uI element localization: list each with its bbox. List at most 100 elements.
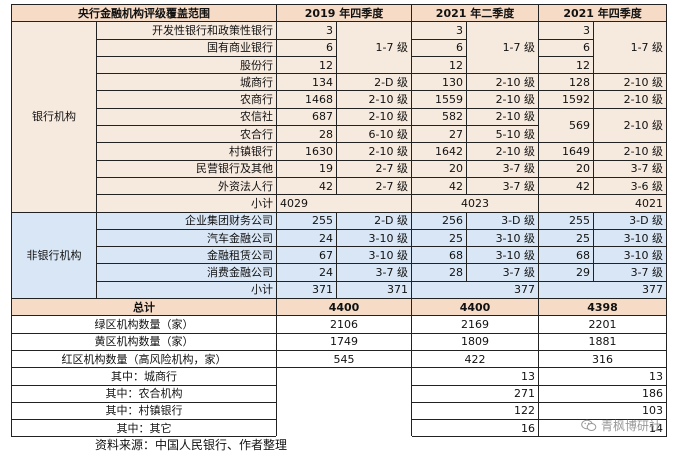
table-row: 外资法人行 42 2-7 级 42 3-7 级 42 3-6 级 [12,176,668,196]
row-label: 外资法人行 [96,176,277,196]
cell-grade: 3-7 级 [466,176,540,196]
nonbank-group-label: 非银行机构 [11,211,97,300]
cell-value: 3 [538,21,595,40]
breakdown-label: 其中：其它 [11,419,277,438]
zone-row: 绿区机构数量（家） 2106 2169 2201 [11,315,668,334]
breakdown-row: 其中：城商行 13 13 [11,367,668,438]
breakdown-label: 其中：城商行 [11,367,277,386]
cell-grade: 3-10 级 [593,246,668,265]
cell-value: 42 [276,176,337,196]
cell-grade: 2-10 级 [593,90,668,109]
cell-value: 134 [276,73,337,92]
cell-value: 27 [411,125,468,144]
cell-value: 255 [276,211,337,230]
row-label: 开发性银行和政策性银行 [96,21,277,40]
period-header: 2019 年四季度 [275,3,413,23]
cell-grade: 2-10 级 [593,107,668,144]
scope-title: 央行金融机构评级覆盖范围 [11,3,277,23]
cell-value: 20 [538,159,595,178]
total-value: 4400 [411,298,540,317]
total-row: 总计 4400 4400 4398 [11,298,668,317]
cell-value: 6 [538,38,595,57]
zone-value: 1809 [411,332,540,351]
breakdown-label: 其中：农合机构 [11,384,277,403]
subtotal-label: 小计 [96,280,277,300]
row-label: 汽车金融公司 [96,228,277,248]
empty-cell [275,367,413,438]
cell-value: 3 [276,21,337,40]
cell-grade: 3-D 级 [593,211,668,230]
table-row: 城商行 134 2-D 级 130 2-10 级 128 2-10 级 [12,73,668,92]
cell-grade: 2-10 级 [466,107,540,127]
subtotal-value: 371 [335,280,413,300]
table-row: 农商行 1468 2-10 级 1559 2-10 级 1592 2-10 级 [12,90,668,109]
row-label: 村镇银行 [96,142,277,161]
cell-grade: 2-7 级 [335,176,413,196]
zone-value: 2201 [538,315,668,334]
cell-grade: 2-D 级 [335,73,413,92]
subtotal-row: 小计 371 371 377 377 [12,280,668,300]
subtotal-value: 4023 [411,194,540,213]
cell-value: 1642 [411,142,468,161]
cell-value: 687 [276,107,337,127]
total-value: 4398 [538,298,668,317]
cell-grade: 3-10 级 [466,228,540,248]
cell-grade: 2-10 级 [593,73,668,92]
row-label: 股份行 [96,55,277,75]
cell-value: 569 [538,107,595,144]
cell-value: 6 [411,38,468,57]
period-header: 2021 年四季度 [538,3,668,23]
cell-grade: 3-10 级 [335,228,413,248]
zone-value: 422 [411,349,540,369]
subtotal-value: 371 [276,280,337,300]
row-label: 消费金融公司 [96,263,277,282]
table-row: 农信社 687 2-10 级 582 2-10 级 569 2-10 级 [12,107,668,144]
watermark: 青枫博研社 [581,417,661,434]
cell-grade: 2-10 级 [593,142,668,161]
cell-grade: 3-7 级 [593,263,668,282]
cell-grade: 3-7 级 [466,263,540,282]
row-label: 城商行 [96,73,277,92]
row-label: 农信社 [96,107,277,127]
zone-row: 红区机构数量（高风险机构，家） 545 422 316 [11,349,668,369]
breakdown-value: 13 [411,367,540,386]
cell-value: 68 [411,246,468,265]
table-row: 股份行 12 12 12 [12,55,667,75]
cell-value: 19 [276,159,337,178]
breakdown-value: 271 [411,384,540,403]
cell-value: 256 [411,211,468,230]
cell-grade: 3-10 级 [466,246,540,265]
cell-grade: 2-10 级 [335,90,413,109]
row-label: 农合行 [96,125,277,144]
breakdown-label: 其中：村镇银行 [11,401,277,421]
header-row: 央行金融机构评级覆盖范围 2019 年四季度 2021 年二季度 2021 年四… [11,3,668,23]
cell-grade: 2-10 级 [466,73,540,92]
cell-grade: 5-10 级 [466,125,540,144]
breakdown-value: 13 [538,367,668,386]
cell-grade: 3-7 级 [593,159,668,178]
subtotal-value: 377 [538,280,668,300]
row-label: 企业集团财务公司 [96,211,277,230]
wechat-icon [581,419,597,431]
zone-label: 绿区机构数量（家） [11,315,277,334]
subtotal-row: 小计 4029 4023 4021 [12,194,668,213]
table-row: 银行机构 开发性银行和政策性银行 3 1-7 级 3 1-7 级 3 1-7 级 [11,21,668,213]
table-row: 消费金融公司 24 3-7 级 28 3-7 级 29 3-7 级 [12,263,668,282]
source-note: 资料来源：中国人民银行、作者整理 [95,438,288,452]
table-row: 汽车金融公司 24 3-10 级 25 3-10 级 25 3-10 级 [12,228,668,248]
table-row: 村镇银行 1630 2-10 级 1642 2-10 级 1649 2-10 级 [12,142,668,161]
row-label: 金融租赁公司 [96,246,277,265]
table-row: 民营银行及其他 19 2-7 级 20 3-7 级 20 3-7 级 [12,159,668,178]
cell-grade: 6-10 级 [335,125,413,144]
cell-value: 255 [538,211,595,230]
cell-value: 1630 [276,142,337,161]
subtotal-value: 4029 [275,194,413,213]
zone-row: 黄区机构数量（家） 1749 1809 1881 [11,332,668,351]
cell-grade: 2-10 级 [335,142,413,161]
cell-grade: 2-10 级 [466,142,540,161]
subtotal-value: 377 [411,280,540,300]
cell-grade: 3-6 级 [593,176,668,196]
total-value: 4400 [275,298,413,317]
period-header: 2021 年二季度 [411,3,540,23]
table-row: 非银行机构 企业集团财务公司 255 2-D 级 256 3-D 级 255 3… [11,211,668,300]
